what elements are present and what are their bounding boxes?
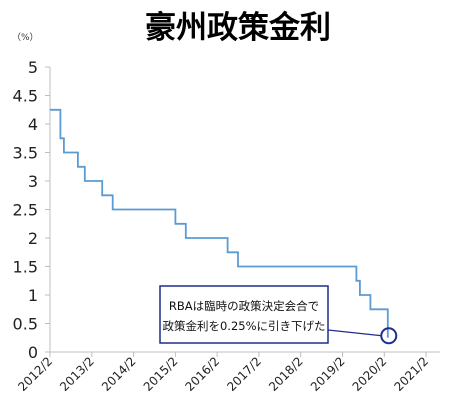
y-tick-labels: 5 4.5 4 3.5 3 2.5 2 1.5 1 0.5 0 [13,58,38,362]
x-tick-label: 2020/2 [350,354,390,394]
annotation-line-1: RBAは臨時の政策決定会合で [169,299,319,313]
x-tick-labels: 2012/2 2013/2 2014/2 2015/2 2016/2 2017/2 2018… [15,354,431,394]
annotation-circle [380,327,398,345]
y-tick-label: 2.5 [13,201,38,220]
x-tick-label: 2016/2 [183,354,223,394]
x-tick-label: 2013/2 [57,354,97,394]
annotation-box [159,285,329,344]
chart-title: 豪州政策金利 [145,10,331,46]
y-unit-label: （%） [12,32,39,43]
series-line [50,108,389,338]
x-tick-label: 2018/2 [266,354,306,394]
y-tick-label: 3 [28,172,38,191]
x-tick-label: 2017/2 [224,354,264,394]
annotation-connector [327,329,382,337]
y-tick-label: 5 [28,58,38,77]
y-tick-label: 1 [28,286,38,305]
x-tick-label: 2014/2 [99,354,139,394]
y-tick-label: 1.5 [13,258,38,277]
x-tick-label: 2021/2 [391,354,431,394]
annotation-line-2: 政策金利を0.25%に引き下げた [162,319,325,333]
x-tick-label: 2019/2 [308,354,348,394]
y-tick-label: 0 [28,343,38,362]
y-tick-label: 3.5 [13,144,38,163]
y-tick-label: 4 [28,115,38,134]
annotation: RBAは臨時の政策決定会合で 政策金利を0.25%に引き下げた [159,285,398,345]
y-tick-label: 0.5 [13,315,38,334]
x-tick-label: 2015/2 [141,354,181,394]
y-tick-label: 2 [28,229,38,248]
y-tick-label: 4.5 [13,87,38,106]
series-group [50,108,389,338]
axes [45,66,440,357]
